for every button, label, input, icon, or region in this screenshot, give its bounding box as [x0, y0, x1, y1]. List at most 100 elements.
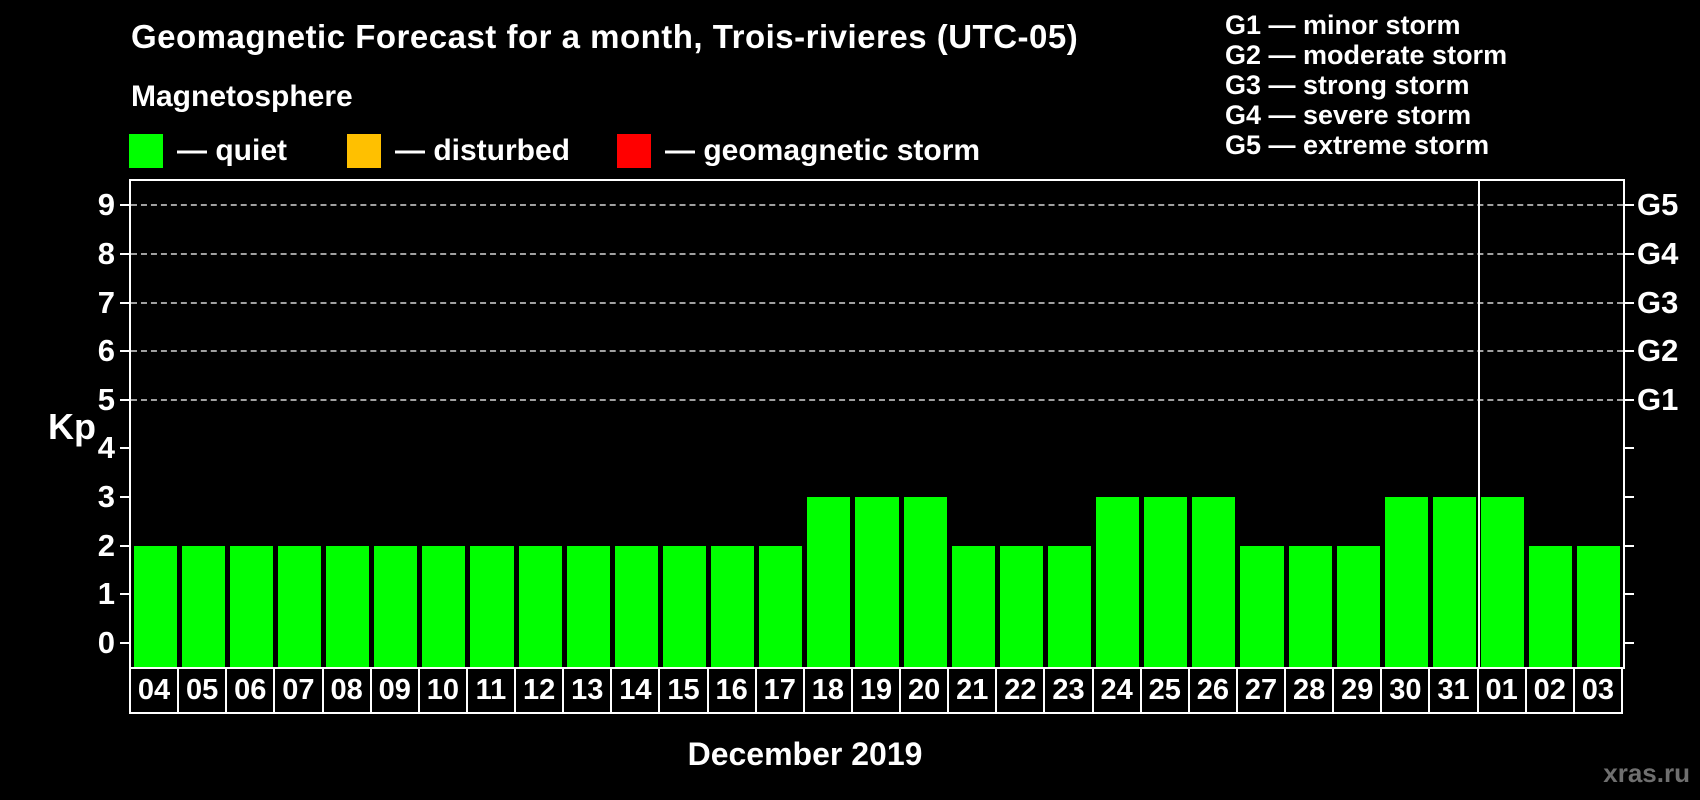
bar-day-25 — [1144, 496, 1188, 667]
day-label-03: 03 — [1572, 667, 1623, 714]
y-tick-left-7 — [120, 301, 129, 304]
day-label-14: 14 — [610, 667, 661, 714]
y-tick-label-0: 0 — [97, 624, 115, 660]
magnetosphere-label: Magnetosphere — [131, 80, 353, 113]
bar-day-24 — [1096, 496, 1140, 667]
day-label-10: 10 — [417, 667, 468, 714]
bar-day-19 — [855, 496, 899, 667]
bar-day-26 — [1192, 496, 1236, 667]
y-tick-right-9 — [1625, 204, 1634, 207]
bar-day-16 — [711, 545, 755, 667]
gridline-kp-5 — [131, 398, 1623, 401]
bar-day-21 — [951, 545, 995, 667]
day-label-28: 28 — [1284, 667, 1335, 714]
day-label-12: 12 — [514, 667, 565, 714]
legend-item-geomagnetic-storm: — geomagnetic storm — [617, 133, 980, 169]
gridline-kp-9 — [131, 204, 1623, 207]
watermark: xras.ru — [1603, 758, 1690, 788]
y-tick-right-8 — [1625, 252, 1634, 255]
g-axis-label-g1: G1 — [1637, 381, 1679, 417]
x-axis-day-labels: 04 05 06 07 08 09 10 11 12 13 14 15 16 17 18 19 20 21 22 23… — [129, 667, 1625, 714]
y-tick-label-5: 5 — [97, 381, 115, 417]
legend-item-label: — geomagnetic storm — [665, 134, 981, 167]
bar-day-28 — [1288, 545, 1332, 667]
bar-day-30 — [1384, 496, 1428, 667]
y-tick-label-1: 1 — [97, 576, 115, 612]
y-tick-right-7 — [1625, 301, 1634, 304]
day-label-16: 16 — [706, 667, 757, 714]
g-legend-line-g2: G2 — moderate storm — [1225, 40, 1508, 70]
bar-day-12 — [518, 545, 562, 667]
y-tick-label-8: 8 — [97, 235, 115, 271]
g-legend-line-g4: G4 — severe storm — [1225, 100, 1472, 130]
g-axis-label-g4: G4 — [1637, 235, 1679, 271]
bar-day-01 — [1481, 496, 1525, 667]
day-label-18: 18 — [802, 667, 853, 714]
day-label-04: 04 — [129, 667, 180, 714]
g-axis-label-g5: G5 — [1637, 187, 1679, 223]
x-axis-title: December 2019 — [687, 736, 923, 772]
y-tick-right-3 — [1625, 495, 1634, 498]
g-axis-label-g3: G3 — [1637, 284, 1679, 320]
legend-item-label: — quiet — [177, 134, 287, 167]
day-label-21: 21 — [947, 667, 998, 714]
day-label-08: 08 — [321, 667, 372, 714]
y-tick-label-6: 6 — [97, 333, 115, 369]
bar-day-29 — [1336, 545, 1380, 667]
bar-day-18 — [807, 496, 851, 667]
bar-day-07 — [277, 545, 321, 667]
legend-item-disturbed: — disturbed — [347, 133, 570, 169]
bar-day-27 — [1240, 545, 1284, 667]
legend-item-quiet: — quiet — [129, 133, 287, 169]
y-tick-right-2 — [1625, 544, 1634, 547]
gridline-kp-8 — [131, 252, 1623, 255]
day-label-29: 29 — [1332, 667, 1383, 714]
y-tick-left-1 — [120, 593, 129, 596]
day-label-02: 02 — [1524, 667, 1575, 714]
y-axis-title: Kp — [48, 406, 96, 447]
bar-day-06 — [229, 545, 273, 667]
y-tick-left-6 — [120, 350, 129, 353]
y-tick-right-4 — [1625, 447, 1634, 450]
day-label-27: 27 — [1235, 667, 1287, 714]
y-tick-label-9: 9 — [97, 187, 115, 223]
bar-day-04 — [133, 545, 177, 667]
gridline-kp-7 — [131, 301, 1623, 304]
y-tick-label-2: 2 — [97, 527, 115, 563]
day-label-25: 25 — [1139, 667, 1190, 714]
y-tick-label-7: 7 — [97, 284, 115, 320]
day-label-07: 07 — [273, 667, 324, 714]
y-tick-label-4: 4 — [97, 430, 115, 466]
day-label-31: 31 — [1428, 667, 1479, 714]
y-tick-left-2 — [120, 544, 129, 547]
day-label-01: 01 — [1476, 667, 1527, 714]
y-tick-right-5 — [1625, 398, 1634, 401]
day-label-23: 23 — [1043, 667, 1094, 714]
y-tick-left-5 — [120, 398, 129, 401]
day-label-13: 13 — [562, 667, 613, 714]
bar-day-10 — [422, 545, 466, 667]
plot-area: 0 1 2 3 4 5 6 7 8 9 G1 G2 G3 G4 G5 — [98, 179, 1678, 669]
day-label-22: 22 — [995, 667, 1046, 714]
legend-item-label: — disturbed — [395, 134, 571, 167]
bar-day-23 — [1047, 545, 1092, 667]
bar-day-17 — [759, 545, 803, 667]
bar-day-11 — [470, 545, 514, 667]
y-tick-label-3: 3 — [97, 478, 115, 514]
day-label-05: 05 — [177, 667, 228, 714]
month-boundary-line — [1477, 181, 1480, 667]
g-legend-line-g5: G5 — extreme storm — [1225, 130, 1490, 160]
g-axis-label-g2: G2 — [1637, 333, 1679, 369]
day-label-06: 06 — [225, 667, 276, 714]
bar-day-05 — [181, 545, 225, 667]
day-label-19: 19 — [850, 667, 902, 714]
y-tick-right-0 — [1625, 641, 1634, 644]
disturbed-color-swatch — [347, 134, 381, 168]
day-label-24: 24 — [1091, 667, 1142, 714]
gridline-kp-6 — [131, 350, 1623, 353]
y-tick-left-8 — [120, 252, 129, 255]
bar-day-20 — [903, 496, 947, 667]
bar-day-13 — [566, 545, 610, 667]
y-tick-left-3 — [120, 495, 129, 498]
